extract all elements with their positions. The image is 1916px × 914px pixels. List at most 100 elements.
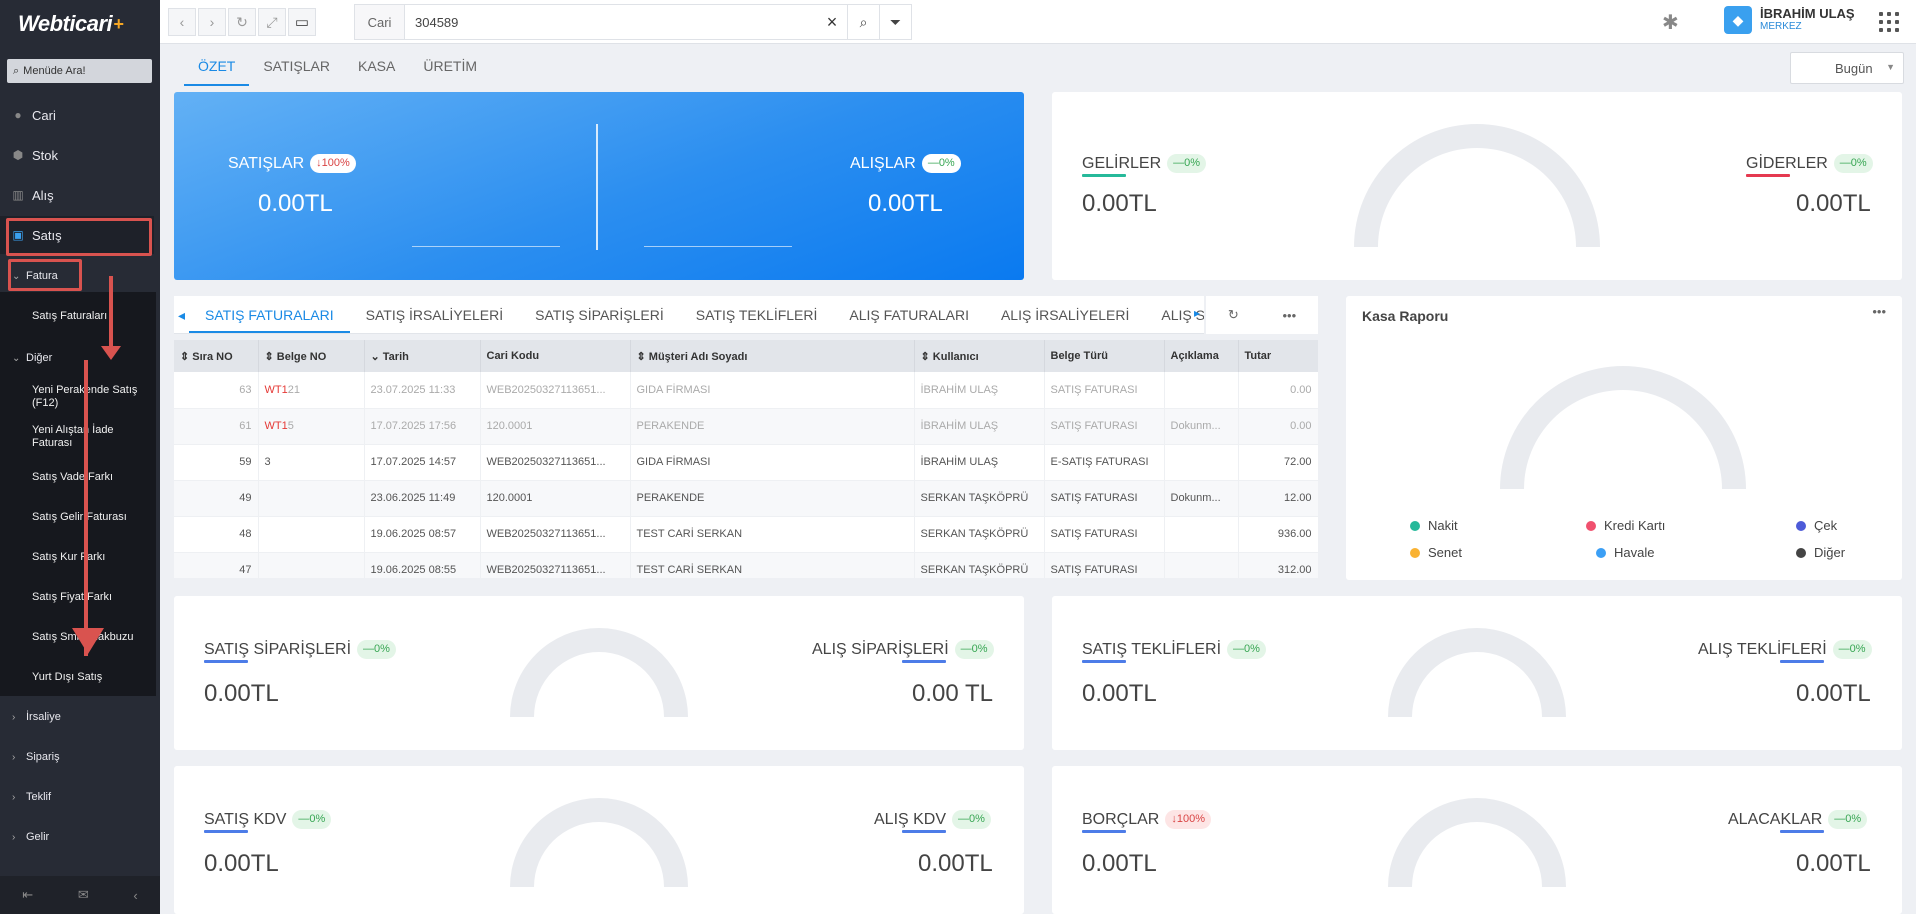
more-icon[interactable]: ••• <box>1872 304 1886 319</box>
cell-tutar: 936.00 <box>1238 516 1318 553</box>
sidebar-item-alis[interactable]: ▥ Alış <box>0 176 154 214</box>
submenu-diger[interactable]: ⌄ Diğer <box>12 352 53 364</box>
chevron-right-icon: › <box>12 831 16 843</box>
satis-kdv-label: SATIŞ KDV —0% <box>204 810 332 829</box>
submenu-item[interactable]: Satış Kur Farkı <box>32 551 106 563</box>
sidebar-group-irsaliye[interactable]: › İrsaliye <box>12 711 61 723</box>
status-badge: —0% <box>921 154 961 173</box>
tab-satis-irsaliyeleri[interactable]: SATIŞ İRSALİYELERİ <box>365 307 504 323</box>
table-row[interactable]: 61 WT15 17.07.2025 17:56 120.0001 PERAKENDE İ… <box>174 408 1318 445</box>
underline <box>902 830 946 833</box>
filter-icon[interactable]: ⏷ <box>879 5 911 39</box>
collapse-icon[interactable]: ‹ <box>133 887 138 903</box>
cell-tarih: 17.07.2025 14:57 <box>364 444 481 481</box>
table-row[interactable]: 59 3 17.07.2025 14:57 WEB20250327113651... G… <box>174 444 1318 481</box>
col-header-aciklama[interactable]: Açıklama <box>1164 340 1239 372</box>
status-badge: —0% <box>952 810 991 829</box>
table-row[interactable]: 49 23.06.2025 11:49 120.0001 PERAKENDE SERKA… <box>174 480 1318 517</box>
clear-icon[interactable]: × <box>826 11 838 32</box>
page-tabs: ÖZET SATIŞLAR KASA ÜRETİM <box>184 48 491 86</box>
sidebar-group-gelir[interactable]: › Gelir <box>12 831 50 843</box>
refresh-button[interactable]: ↻ <box>228 8 256 36</box>
tab-kasa[interactable]: KASA <box>358 58 396 74</box>
tab-satis-teklifleri[interactable]: SATIŞ TEKLİFLERİ <box>695 307 818 323</box>
apps-grid-icon[interactable] <box>1879 12 1899 32</box>
submenu-item[interactable]: Yeni Perakende Satış (F12) <box>32 384 138 409</box>
col-header-sira-no[interactable]: ⇕ Sıra NO <box>174 340 259 372</box>
cell-tutar: 72.00 <box>1238 444 1318 481</box>
tab-alis-siparisleri[interactable]: ALIŞ SİPARİ <box>1161 307 1204 323</box>
card-title: Kasa Raporu <box>1362 308 1449 324</box>
refresh-icon[interactable]: ↻ <box>1227 307 1239 322</box>
cell-tutar: 0.00 <box>1238 372 1318 409</box>
sales-purchases-card: SATIŞLAR ↓100% 0.00TL ALIŞLAR —0% 0.00TL <box>174 92 1024 280</box>
col-header-musteri[interactable]: ⇕ Müşteri Adı Soyadı <box>630 340 915 372</box>
forward-button[interactable]: › <box>198 8 226 36</box>
tab-satislar[interactable]: SATIŞLAR <box>263 58 330 74</box>
logout-icon[interactable]: ⇤ <box>22 887 34 902</box>
legend-dot <box>1410 547 1420 558</box>
tab-ozet[interactable]: ÖZET <box>184 48 250 86</box>
tab-alis-faturalari[interactable]: ALIŞ FATURALARI <box>849 307 969 323</box>
submenu-item[interactable]: Yeni Alıştan İade Faturası <box>32 424 114 449</box>
underline <box>204 660 248 663</box>
sidebar-item-cari[interactable]: ● Cari <box>0 96 154 134</box>
tab-satis-faturalari[interactable]: SATIŞ FATURALARI <box>189 296 350 333</box>
search-scope-label[interactable]: Cari <box>355 5 405 39</box>
cell-tarih: 23.07.2025 11:33 <box>364 372 481 409</box>
submenu-item[interactable]: Satış Gelir Faturası <box>32 511 127 523</box>
sidebar-group-teklif[interactable]: › Teklif <box>12 791 52 803</box>
date-filter-select[interactable]: Bugün ▼ <box>1790 52 1904 84</box>
user-menu[interactable]: ◆ İBRAHİM ULAŞ MERKEZ <box>1724 6 1855 34</box>
menu-search-input[interactable]: ⌕ Menüde Ara! <box>7 59 152 83</box>
bug-icon[interactable]: ✱ <box>1662 12 1679 34</box>
col-header-tarih[interactable]: ⌄ Tarih <box>364 340 481 372</box>
chevron-right-icon: › <box>12 751 16 763</box>
back-button[interactable]: ‹ <box>168 8 196 36</box>
col-header-belge-turu[interactable]: Belge Türü <box>1044 340 1165 372</box>
alis-teklifleri-value: 0.00TL <box>1796 680 1871 707</box>
sidebar-group-siparis[interactable]: › Sipariş <box>12 751 60 763</box>
cell-sira-no: 47 <box>174 552 259 578</box>
table-row[interactable]: 47 19.06.2025 08:55 WEB20250327113651... TE… <box>174 552 1318 578</box>
tab-uretim[interactable]: ÜRETİM <box>423 58 478 74</box>
fullscreen-button[interactable]: ⤢ <box>258 8 286 36</box>
submenu-item[interactable]: Satış Fiyat Farkı <box>32 591 113 603</box>
alis-kdv-label: ALIŞ KDV —0% <box>874 810 991 829</box>
submenu-item[interactable]: Satış Vade Farkı <box>32 471 114 483</box>
search-input[interactable]: 304589 <box>415 14 459 30</box>
store-icon: ▣ <box>12 228 24 242</box>
status-badge: —0% <box>954 640 994 659</box>
status-badge: —0% <box>292 810 332 829</box>
table-row[interactable]: 48 19.06.2025 08:57 WEB20250327113651... TE… <box>174 516 1318 553</box>
submenu-fatura[interactable]: ⌄ Fatura <box>12 270 58 282</box>
chevron-down-icon: ▼ <box>1886 62 1895 72</box>
submenu-item[interactable]: Yurt Dışı Satış <box>32 671 103 683</box>
cell-cari-kodu: WEB20250327113651... <box>480 552 631 578</box>
col-header-tutar[interactable]: Tutar <box>1238 340 1318 372</box>
col-header-belge-no[interactable]: ⇕ Belge NO <box>258 340 365 372</box>
tabs-scroll-left[interactable]: ◂ <box>178 307 186 323</box>
cell-tarih: 19.06.2025 08:55 <box>364 552 481 578</box>
more-icon[interactable]: ••• <box>1282 307 1297 323</box>
submenu-satis-faturalari[interactable]: Satış Faturaları <box>32 310 108 322</box>
legend-dot <box>1796 547 1806 558</box>
search-icon[interactable]: ⌕ <box>847 5 879 39</box>
table-row[interactable]: 63 WT121 23.07.2025 11:33 WEB20250327113651… <box>174 372 1318 409</box>
monitor-button[interactable]: ▭ <box>288 8 316 36</box>
tab-satis-siparisleri[interactable]: SATIŞ SİPARİŞLERİ <box>535 307 664 323</box>
tabs-scroll-right[interactable]: ▸ <box>1194 306 1201 320</box>
col-header-cari-kodu[interactable]: Cari Kodu <box>480 340 631 372</box>
alacaklar-value: 0.00TL <box>1796 850 1871 877</box>
cell-belge-no: 3 <box>258 444 365 481</box>
sidebar-item-satis[interactable]: ▣ Satış <box>0 216 154 254</box>
message-icon[interactable]: ✉ <box>77 887 89 902</box>
tab-alis-irsaliyeleri[interactable]: ALIŞ İRSALİYELERİ <box>1000 307 1130 323</box>
col-header-kullanici[interactable]: ⇕ Kullanıcı <box>914 340 1045 372</box>
alis-siparisleri-value: 0.00 TL <box>912 680 993 707</box>
sidebar: Webticari + ⌕ Menüde Ara! ● Cari ⬢ Stok ▥ Alı… <box>0 0 160 914</box>
app-logo[interactable]: Webticari + <box>18 11 124 36</box>
sidebar-item-stok[interactable]: ⬢ Stok <box>0 136 154 174</box>
cell-kullanici: İBRAHİM ULAŞ <box>914 444 1045 481</box>
cell-sira-no: 59 <box>174 444 259 481</box>
